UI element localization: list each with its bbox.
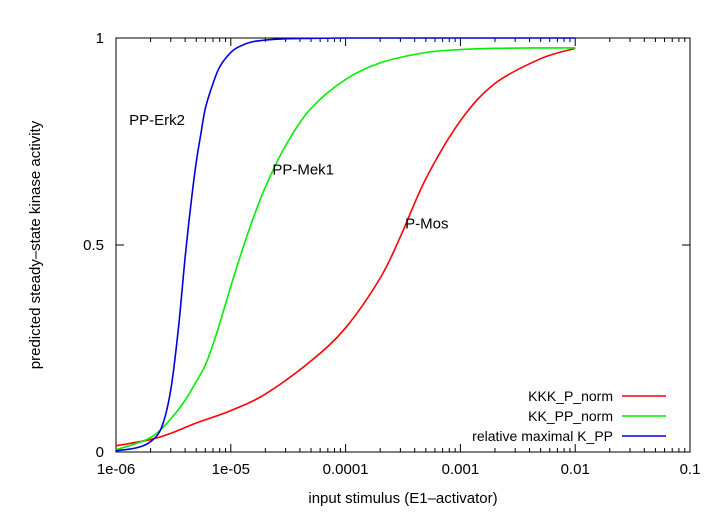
x-tick-label: 0.1 [680,461,701,478]
series-line-0 [115,47,576,447]
legend-label: KKK_P_norm [528,388,613,404]
x-tick-label: 1e-05 [212,461,250,478]
x-axis-label: input stimulus (E1–activator) [308,490,497,507]
axis-ticks: 1e-06 1e-05 0.0001 0.001 0.01 0.1 0 0.5 1 [83,30,700,478]
y-axis-label: predicted steady–state kinase activity [27,120,44,369]
x-tick-label: 0.01 [561,461,590,478]
curve-annotation: PP-Mek1 [272,162,334,179]
legend: KKK_P_norm KK_PP_norm relative maximal K_P… [472,388,666,444]
curve-annotations: PP-Erk2 PP-Mek1 P-Mos [129,112,448,233]
x-tick-label: 0.0001 [323,461,369,478]
series-lines [115,37,576,452]
y-tick-label: 0 [96,444,104,461]
legend-label: KK_PP_norm [528,408,613,424]
y-tick-label: 1 [96,30,104,47]
x-tick-label: 0.001 [442,461,480,478]
curve-annotation: PP-Erk2 [129,112,185,129]
legend-label: relative maximal K_PP [472,428,613,444]
series-line-2 [115,37,576,452]
series-line-1 [115,47,576,451]
y-tick-label: 0.5 [83,237,104,254]
curve-annotation: P-Mos [405,215,448,232]
x-tick-label: 1e-06 [97,461,135,478]
